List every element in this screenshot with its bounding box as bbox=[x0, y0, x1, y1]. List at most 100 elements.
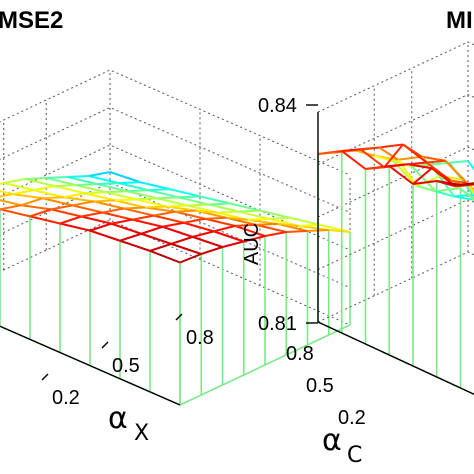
surface-edge bbox=[97, 183, 128, 193]
surface-edge bbox=[118, 181, 141, 185]
right-surface-mesh bbox=[317, 143, 474, 201]
surface-edge bbox=[208, 203, 239, 213]
surface-edge bbox=[0, 204, 22, 211]
surface-edge bbox=[67, 176, 98, 186]
surface-edge bbox=[93, 199, 116, 203]
surface-edge bbox=[63, 192, 86, 199]
surface-edge bbox=[132, 214, 154, 221]
surface-edge bbox=[416, 185, 436, 193]
surface-edge bbox=[153, 210, 176, 217]
surface-edge bbox=[102, 207, 124, 214]
surface-edge bbox=[149, 249, 181, 264]
surface-edge bbox=[42, 196, 64, 200]
surface-edge bbox=[67, 175, 89, 178]
surface-edge bbox=[0, 190, 13, 196]
surface-edge bbox=[199, 195, 231, 205]
left-surface-mesh bbox=[0, 171, 351, 264]
surface-edge bbox=[229, 202, 261, 212]
right-x-axis-label: α bbox=[322, 423, 342, 458]
surface-edge bbox=[412, 167, 433, 185]
surface-edge bbox=[286, 230, 308, 233]
surface-edge bbox=[76, 184, 107, 194]
chart-mse2: MSE2 0.2 0.5 0.8 α X bbox=[0, 7, 351, 446]
surface-edge bbox=[435, 187, 460, 193]
left-x-axis-label-subscript: X bbox=[134, 421, 149, 446]
surface-edge bbox=[106, 190, 128, 194]
surface-edge bbox=[170, 235, 193, 245]
right-x-axis-label-subscript: C bbox=[347, 443, 362, 468]
surface-edge bbox=[0, 182, 4, 185]
surface-edge bbox=[196, 209, 218, 214]
surface-edge bbox=[247, 217, 269, 221]
surface-edge bbox=[157, 196, 179, 200]
surface-edge bbox=[449, 160, 469, 164]
surface-edge bbox=[192, 230, 215, 238]
surface-edge bbox=[412, 180, 437, 185]
surface-edge bbox=[179, 253, 202, 264]
surface-edge bbox=[416, 175, 441, 187]
surface-edge bbox=[109, 171, 141, 184]
surface-edge bbox=[136, 198, 167, 208]
surface-edge bbox=[411, 165, 437, 192]
left-x-tick bbox=[175, 313, 183, 321]
surface-edge bbox=[123, 206, 146, 210]
surface-edge bbox=[444, 160, 465, 181]
surface-edge bbox=[436, 180, 456, 188]
surface-edge bbox=[51, 208, 82, 218]
right-axes bbox=[317, 112, 474, 396]
surface-edge bbox=[149, 242, 172, 252]
surface-edge bbox=[170, 242, 202, 255]
surface-edge bbox=[200, 246, 223, 255]
chart-mi: MI AUC 0.84 0.81 0.8 0.50.2 α C bbox=[241, 7, 474, 468]
surface-edge bbox=[328, 229, 351, 233]
surface-edge bbox=[132, 218, 163, 228]
left-x-tick-label: 0.2 bbox=[52, 387, 80, 409]
surface-edge bbox=[192, 235, 223, 248]
right-x-tick-label: 0.8 bbox=[286, 343, 314, 365]
surface-edge bbox=[118, 182, 149, 192]
right-z-tick-labels: 0.84 0.81 bbox=[258, 95, 318, 335]
x-axis-line bbox=[0, 325, 181, 406]
left-x-tick bbox=[101, 341, 109, 349]
surface-edge bbox=[183, 221, 215, 233]
x-axis-line bbox=[317, 321, 474, 396]
right-z-axis-label: AUC bbox=[241, 223, 263, 265]
surface-edge bbox=[178, 196, 209, 206]
surface-edge bbox=[341, 148, 361, 152]
surface-edge bbox=[341, 150, 367, 170]
surface-edge bbox=[72, 204, 103, 214]
surface-edge bbox=[174, 210, 206, 220]
surface-edge bbox=[183, 217, 206, 224]
surface-edge bbox=[110, 222, 142, 235]
surface-edge bbox=[468, 184, 474, 191]
surface-edge bbox=[12, 193, 43, 200]
surface-edge bbox=[88, 171, 111, 177]
surface-edge bbox=[29, 215, 61, 225]
surface-edge bbox=[33, 189, 64, 199]
surface-edge bbox=[435, 190, 455, 198]
surface-edge bbox=[166, 204, 188, 208]
surface-edge bbox=[46, 177, 77, 187]
surface-edge bbox=[388, 165, 414, 185]
surface-edge bbox=[460, 182, 474, 186]
surface-edge bbox=[106, 191, 137, 201]
surface-edge bbox=[33, 185, 56, 192]
surface-edge bbox=[178, 195, 201, 199]
surface-edge bbox=[222, 240, 245, 248]
surface-edge bbox=[208, 202, 231, 206]
surface-edge bbox=[29, 208, 52, 218]
grid-line bbox=[0, 219, 351, 326]
grid-line bbox=[317, 93, 474, 165]
surface-edge bbox=[54, 185, 86, 195]
surface-edge bbox=[213, 230, 245, 243]
surface-edge bbox=[46, 176, 68, 179]
grid-line bbox=[0, 69, 351, 176]
surface-edge bbox=[430, 161, 450, 166]
surface-edge bbox=[59, 215, 82, 225]
surface-edge bbox=[97, 182, 119, 186]
surface-edge bbox=[234, 223, 257, 227]
left-axes bbox=[0, 325, 181, 406]
surface-edge bbox=[89, 229, 121, 242]
surface-edge bbox=[157, 197, 188, 207]
left-x-axis-label: α bbox=[108, 401, 128, 436]
